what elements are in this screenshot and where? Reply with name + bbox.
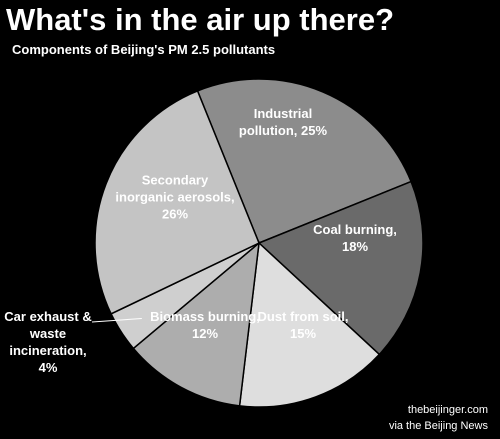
slice-label: Industrial pollution, 25% (233, 105, 333, 139)
category-label: Coal burning, (313, 222, 397, 237)
slice-label: Dust from soil, 15% (253, 308, 353, 342)
value-label: 12% (191, 326, 219, 341)
chart-subtitle: Components of Beijing's PM 2.5 pollutant… (12, 42, 276, 57)
category-label: Biomass burning, (150, 309, 260, 324)
slice-label: Coal burning, 18% (305, 221, 405, 255)
source: via the Beijing News (388, 420, 488, 432)
value-label: 25% (301, 123, 328, 138)
slice-label: Biomass burning, 12% (150, 308, 260, 342)
pie-slice (94, 89, 260, 315)
value-label: 15% (289, 326, 317, 341)
category-label: Industrial pollution, (238, 106, 313, 138)
pie-slice (132, 241, 260, 407)
category-label: Dust from soil, (257, 309, 349, 324)
value-label: 26% (161, 206, 189, 222)
pie-slice (257, 180, 424, 356)
pie-slice (196, 78, 413, 244)
value-label: 18% (341, 239, 369, 254)
pie-slice (238, 241, 381, 408)
value-label: 4% (38, 360, 58, 375)
leader-line (91, 318, 142, 323)
category-label: Car exhaust & waste incineration, (4, 309, 92, 358)
source: thebeijinger.com (407, 404, 488, 416)
chart-title: What's in the air up there? (6, 2, 395, 37)
slice-label: Secondary inorganic aerosols, 26% (115, 172, 235, 223)
category-label: Secondary inorganic aerosols, (115, 172, 235, 205)
slice-label: Car exhaust & waste incineration, 4% (0, 308, 96, 376)
